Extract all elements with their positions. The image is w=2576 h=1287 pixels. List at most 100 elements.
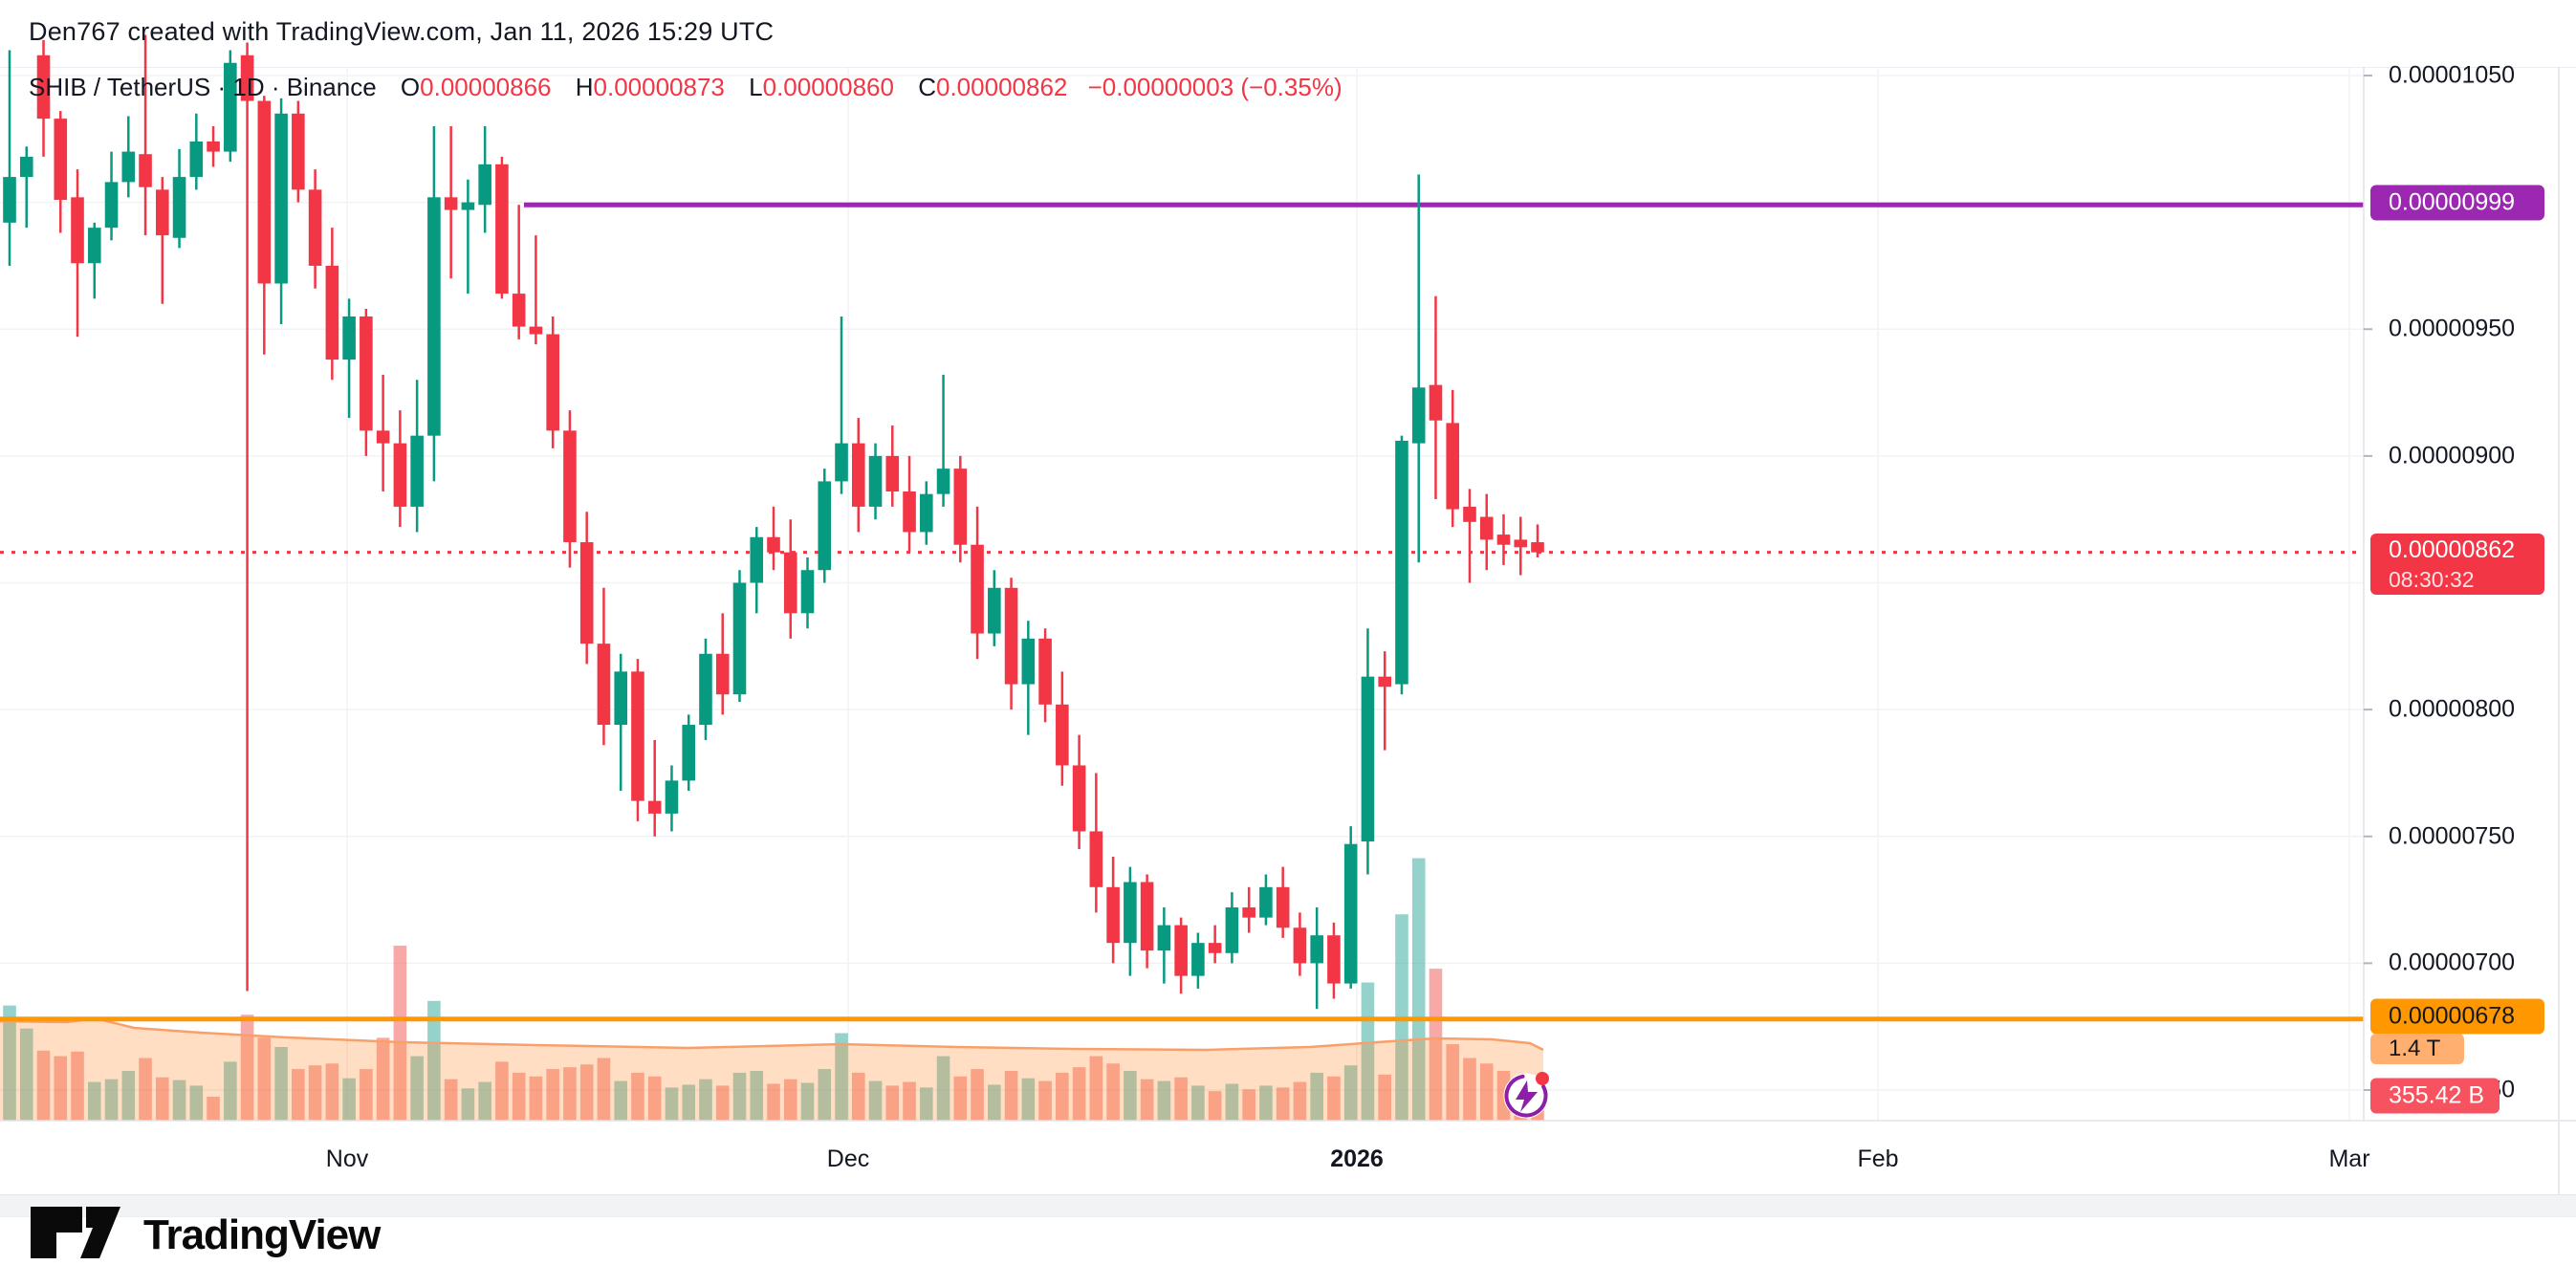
volume-bar: [971, 1069, 984, 1121]
candle-body: [529, 326, 543, 335]
volume-bar: [342, 1078, 356, 1121]
candle-body: [1072, 765, 1086, 832]
volume-bar: [936, 1056, 950, 1121]
candle-body: [783, 552, 797, 614]
candle-body: [121, 151, 136, 183]
candle-body: [936, 469, 950, 494]
candle-body: [189, 141, 204, 178]
candle-body: [767, 536, 780, 553]
candle-body: [1191, 943, 1205, 976]
volume-bar: [631, 1072, 644, 1121]
volume-bar: [156, 1077, 169, 1121]
candle-body: [1124, 882, 1137, 944]
candle-body: [750, 536, 764, 583]
volume-bar: [1496, 1070, 1511, 1121]
candle-body: [732, 582, 747, 695]
candle-body: [461, 202, 475, 210]
candle-body: [1327, 935, 1341, 984]
volume-bar: [1038, 1080, 1052, 1121]
candle-body: [851, 443, 865, 507]
candle-body: [1378, 676, 1391, 687]
candle-body: [1446, 423, 1460, 510]
attribution-text: Den767 created with TradingView.com, Jan…: [29, 17, 775, 46]
volume-bar: [444, 1079, 458, 1121]
candle-body: [1514, 539, 1528, 548]
volume-bar: [360, 1069, 373, 1121]
volume-bar: [647, 1076, 662, 1121]
volume-bar: [495, 1061, 509, 1121]
low-value: 0.00000860: [762, 73, 894, 101]
volume-bar: [1208, 1091, 1222, 1121]
candle-body: [360, 316, 373, 431]
volume-bar: [783, 1079, 797, 1121]
support-price-badge: 0.00000678: [2370, 998, 2544, 1035]
volume-bar: [597, 1058, 611, 1121]
volume-bar: [257, 1037, 272, 1121]
candle-body: [71, 197, 84, 264]
volume-bar: [1157, 1080, 1171, 1121]
price-axis-label: 0.00001050: [2389, 61, 2516, 89]
volume-bar: [427, 1000, 441, 1121]
volume-bar: [1446, 1044, 1460, 1121]
volume-bar: [410, 1056, 424, 1121]
volume-bar: [699, 1079, 712, 1121]
header-separator: [0, 67, 2576, 68]
candle-body: [1479, 516, 1494, 540]
candle-body: [647, 800, 662, 814]
volume-bar: [240, 1014, 254, 1121]
volume-bar: [767, 1083, 780, 1121]
tradingview-logo-text: TradingView: [143, 1211, 381, 1258]
candle-body: [325, 265, 339, 360]
volume-bar: [54, 1056, 68, 1121]
price-axis-label: 0.00000750: [2389, 822, 2516, 850]
candle-body: [665, 780, 679, 814]
candle-body: [1496, 534, 1511, 545]
volume-bar: [715, 1085, 730, 1121]
volume-bar: [1242, 1089, 1255, 1121]
candle-body: [393, 443, 407, 507]
candle-body: [478, 164, 491, 206]
volume-bar: [1124, 1070, 1137, 1121]
candle-body: [376, 430, 390, 444]
candle-body: [1106, 886, 1120, 944]
candle-body: [1293, 927, 1307, 964]
candle-body: [699, 653, 712, 726]
candle-body: [1225, 907, 1239, 953]
volume-bar: [1327, 1076, 1341, 1121]
candle-body: [1463, 506, 1476, 522]
candle-body: [36, 55, 51, 120]
open-value: 0.00000866: [420, 73, 552, 101]
supply-area: [0, 1018, 1543, 1121]
resistance-price-value: 0.00000999: [2389, 188, 2516, 216]
volume-bar: [563, 1067, 577, 1121]
volume-bar: [1225, 1083, 1239, 1121]
symbol-title[interactable]: SHIB / TetherUS · 1D · Binance: [29, 73, 377, 101]
close-label: C: [918, 73, 936, 101]
candle-body: [1140, 882, 1154, 951]
candle-body: [1343, 843, 1358, 984]
candle-body: [1531, 542, 1544, 553]
open-label: O: [400, 73, 421, 101]
candle-body: [308, 189, 322, 266]
candle-body: [715, 653, 730, 695]
volume-bar: [1140, 1079, 1154, 1121]
volume-bar: [579, 1064, 594, 1121]
candle-body: [1157, 925, 1171, 951]
volume-bar: [1072, 1067, 1086, 1121]
volume-bar: [885, 1085, 900, 1121]
volume-bar: [835, 1033, 848, 1121]
volume-bar: [851, 1072, 865, 1121]
tradingview-logo[interactable]: TradingView: [31, 1207, 381, 1264]
boost-flash-icon[interactable]: [1499, 1069, 1552, 1122]
time-axis-label-mar: Mar: [2328, 1145, 2370, 1172]
price-axis-label: 0.00000900: [2389, 442, 2516, 469]
volume-value: 355.42 B: [2389, 1081, 2485, 1109]
volume-bar: [800, 1082, 815, 1121]
candle-body: [1056, 704, 1069, 766]
time-axis-label-dec: Dec: [826, 1145, 870, 1172]
volume-bar: [868, 1080, 883, 1121]
candle-body: [818, 481, 832, 571]
candle-body: [953, 469, 968, 545]
